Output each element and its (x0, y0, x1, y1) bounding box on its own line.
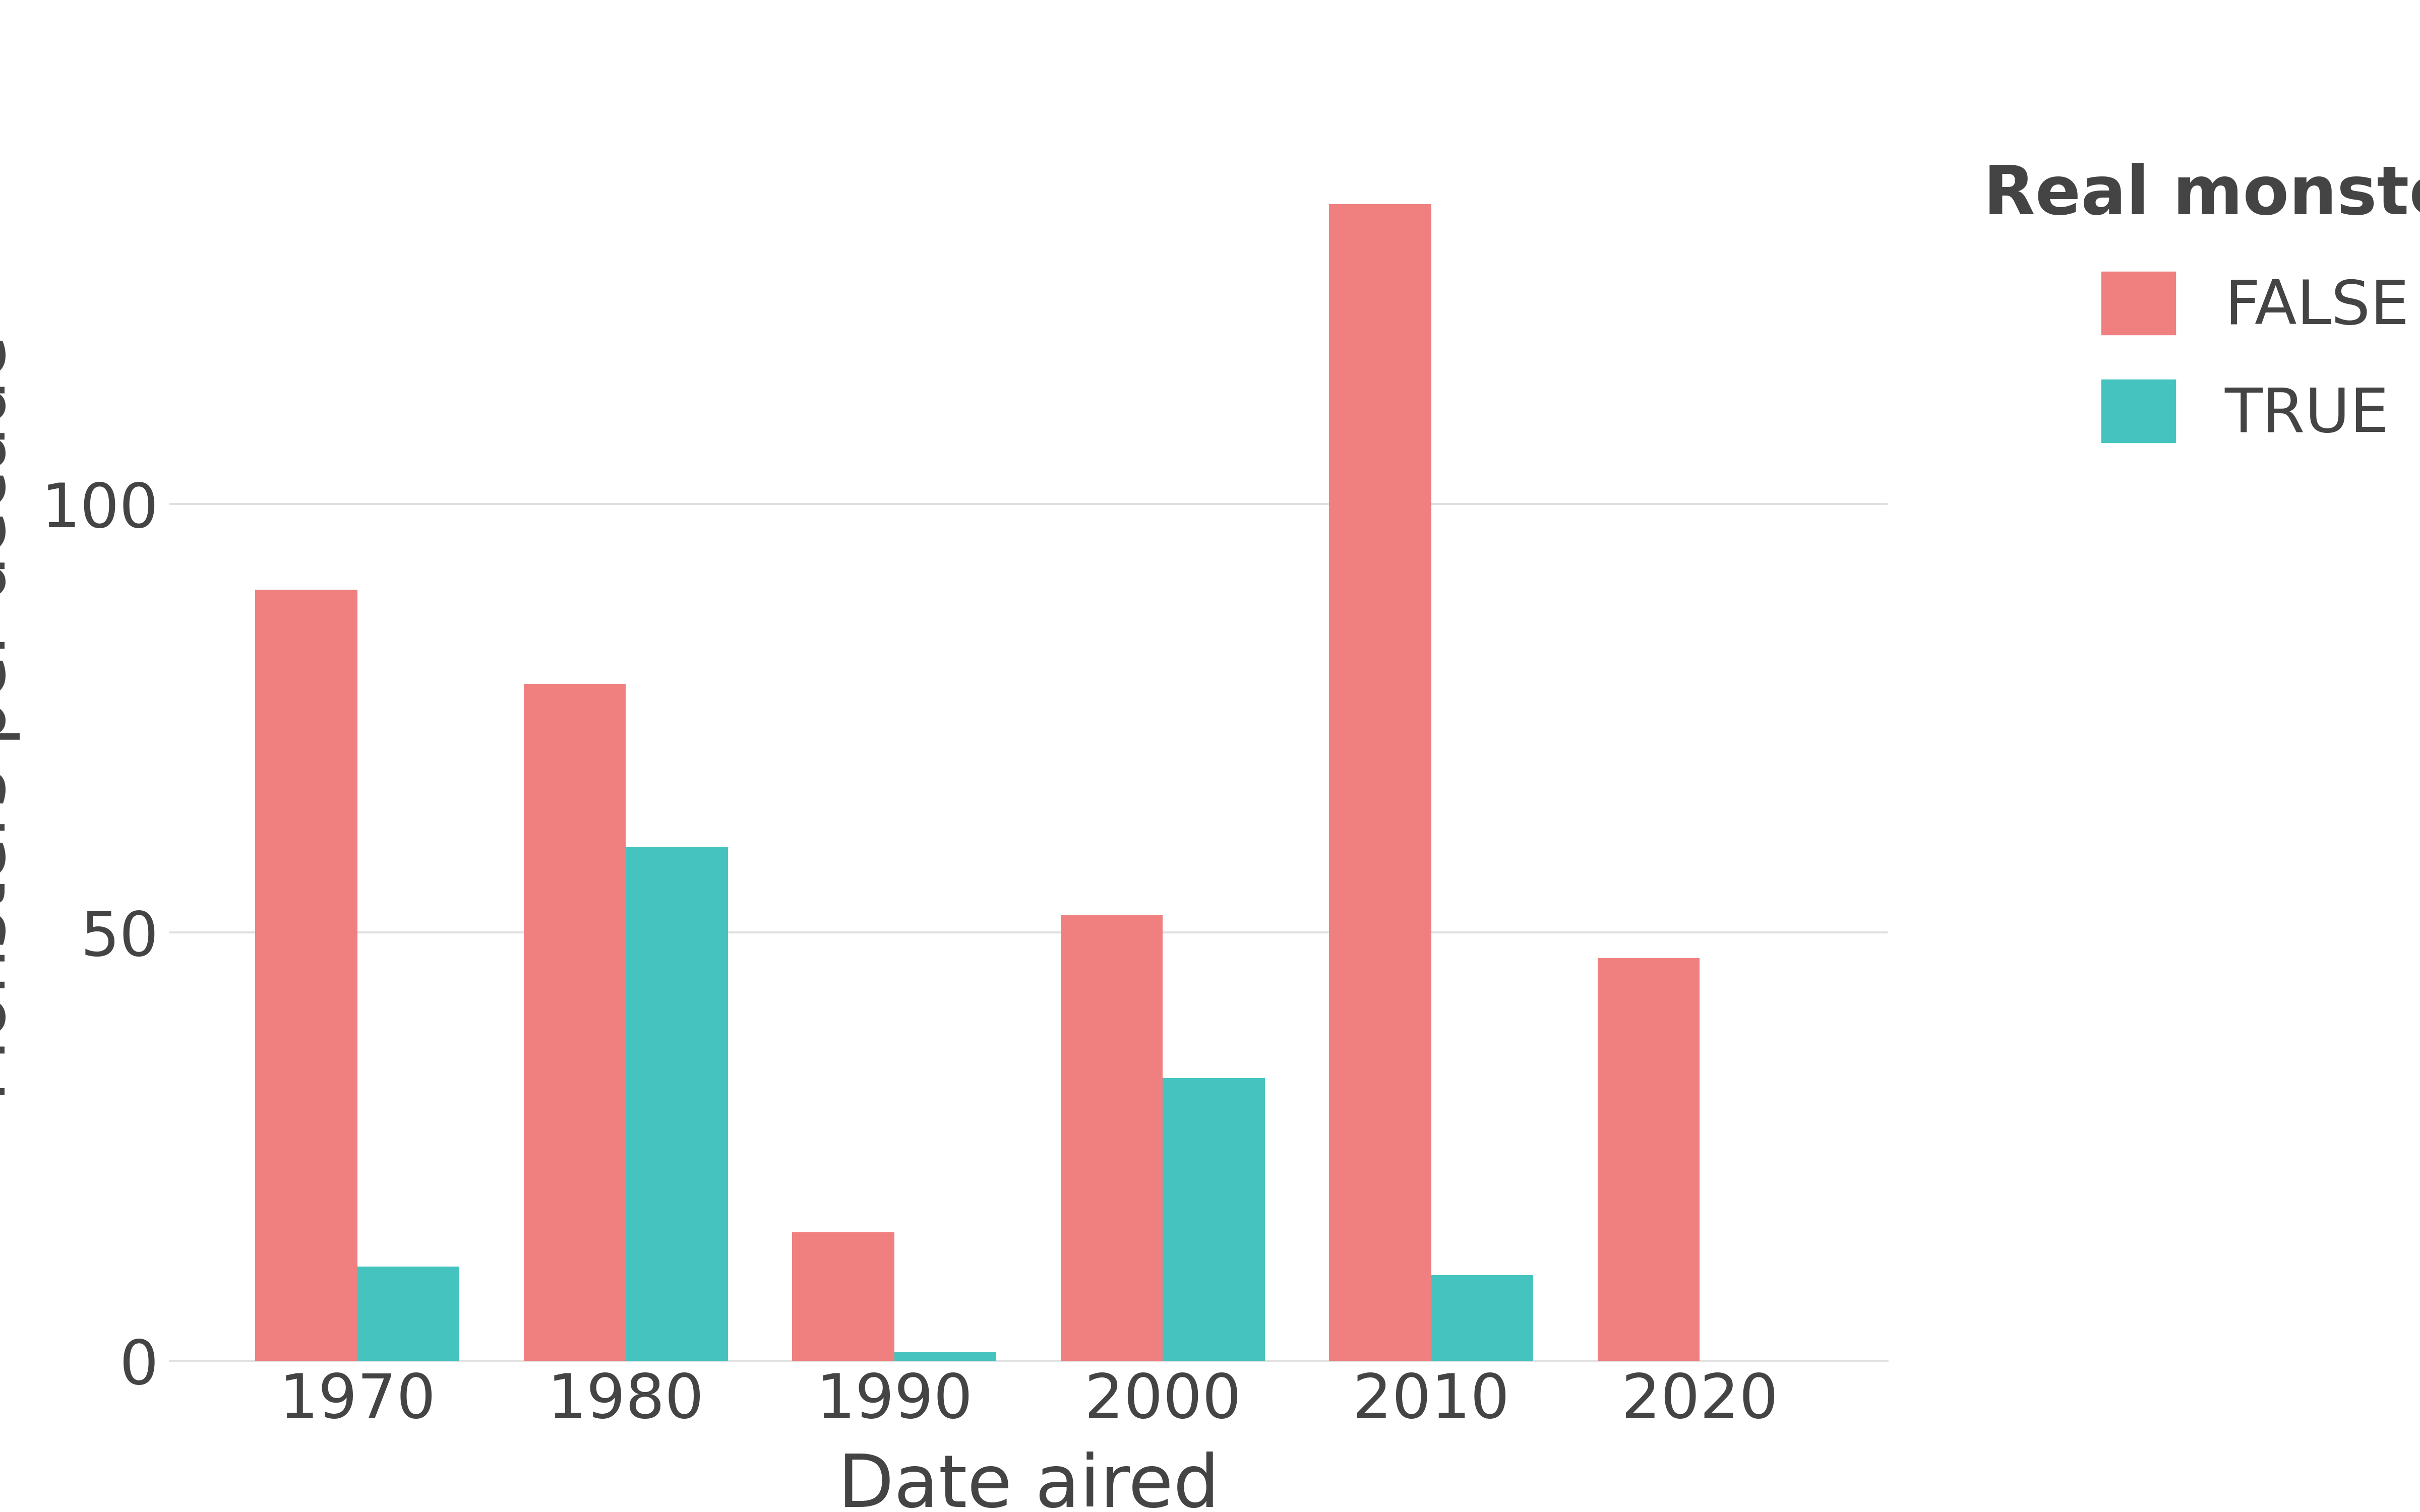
Bar (791, 1232, 895, 1361)
Bar (1430, 1275, 1534, 1361)
Legend: FALSE, TRUE: FALSE, TRUE (1953, 132, 2420, 475)
Bar (358, 1267, 460, 1361)
Bar (1329, 204, 1430, 1361)
X-axis label: Date aired: Date aired (837, 1452, 1220, 1512)
Bar (1597, 959, 1699, 1361)
Bar (627, 847, 728, 1361)
Y-axis label: Monsters per decade: Monsters per decade (0, 334, 19, 1102)
Bar (895, 1352, 997, 1361)
Bar (1162, 1078, 1266, 1361)
Bar (257, 590, 358, 1361)
Bar (523, 683, 627, 1361)
Bar (1060, 915, 1162, 1361)
